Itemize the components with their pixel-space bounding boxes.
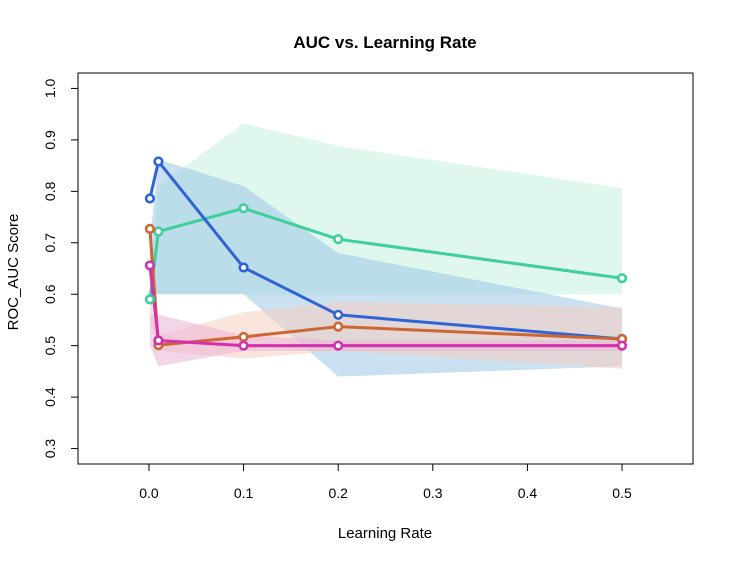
- data-point-series-4-4: [333, 340, 344, 351]
- x-tick-label: 0.5: [612, 485, 632, 501]
- data-point-series-3-1: [144, 223, 156, 234]
- y-tick-label: 0.3: [42, 439, 58, 459]
- data-point-series-1-5: [616, 273, 628, 284]
- data-point-series-2-4: [333, 309, 344, 320]
- y-tick-label: 0.6: [42, 284, 58, 304]
- x-tick-label: 0.1: [234, 485, 254, 501]
- y-axis-label: ROC_AUC Score: [5, 214, 22, 331]
- y-tick-label: 1.0: [42, 78, 58, 98]
- x-axis-label: Learning Rate: [338, 525, 432, 542]
- data-point-series-1-2: [153, 226, 164, 237]
- chart-title: AUC vs. Learning Rate: [293, 33, 476, 52]
- data-point-series-1-3: [238, 203, 249, 214]
- y-tick-label: 0.7: [42, 233, 58, 253]
- x-axis: 0.0 0.1 0.2 0.3 0.4 0.5: [139, 463, 632, 501]
- data-point-series-1-1: [144, 294, 156, 305]
- y-tick-label: 0.9: [42, 130, 58, 150]
- x-tick-label: 0.4: [518, 485, 538, 501]
- data-point-series-1-4: [333, 234, 344, 245]
- data-point-series-4-1: [144, 260, 156, 271]
- y-axis: 0.3 0.4 0.5 0.6 0.7 0.8 0.9 1.0: [42, 78, 79, 459]
- data-point-series-2-1: [144, 193, 156, 204]
- data-point-series-3-4: [333, 321, 344, 332]
- y-tick-label: 0.4: [42, 387, 58, 407]
- data-point-series-4-2: [153, 335, 164, 346]
- confidence-band-4: [149, 314, 623, 367]
- data-point-series-2-2: [153, 156, 164, 167]
- y-tick-label: 0.8: [42, 181, 58, 201]
- y-tick-label: 0.5: [42, 336, 58, 356]
- data-point-series-4-5: [616, 340, 628, 351]
- data-point-series-2-3: [238, 262, 249, 273]
- confidence-bands: [149, 123, 623, 377]
- series-points: [144, 156, 628, 351]
- x-tick-label: 0.0: [139, 485, 159, 501]
- x-tick-label: 0.2: [328, 485, 348, 501]
- data-point-series-3-3: [238, 331, 249, 343]
- data-point-series-4-3: [238, 340, 249, 351]
- x-tick-label: 0.3: [423, 485, 443, 501]
